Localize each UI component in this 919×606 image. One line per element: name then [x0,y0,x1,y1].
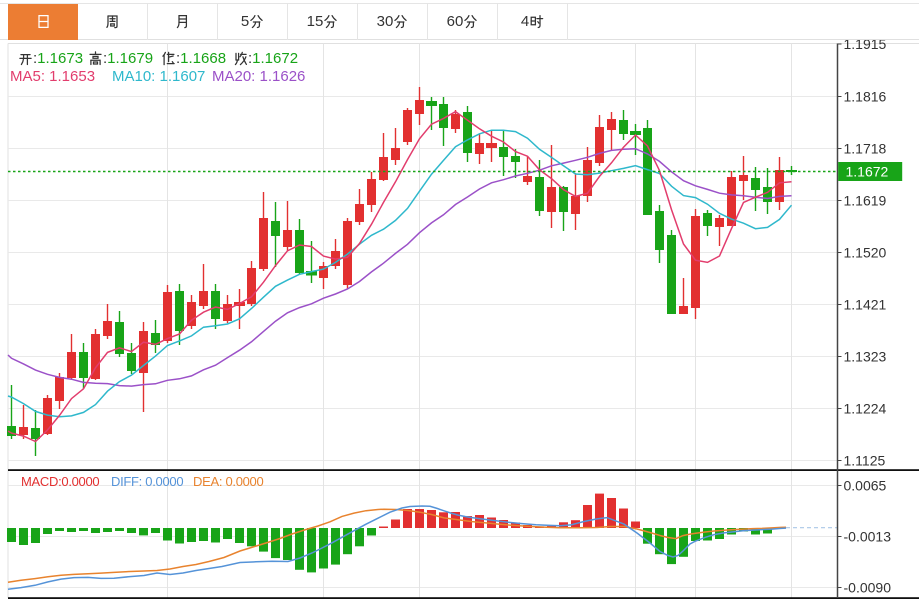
svg-text:1.1520: 1.1520 [844,245,887,261]
svg-text:1.1421: 1.1421 [844,297,887,313]
svg-text:-0.0090: -0.0090 [844,580,892,596]
svg-text:1.1672: 1.1672 [846,164,889,180]
svg-text:1.1619: 1.1619 [844,193,887,209]
svg-text:-0.0013: -0.0013 [844,529,892,545]
svg-text:1.1125: 1.1125 [844,453,886,469]
svg-text:1.1816: 1.1816 [844,89,887,105]
svg-text:1.1915: 1.1915 [844,36,887,52]
svg-text:1.1224: 1.1224 [844,401,887,417]
svg-text:1.1718: 1.1718 [844,141,887,157]
svg-text:0.0065: 0.0065 [844,478,887,494]
svg-text:1.1323: 1.1323 [844,349,887,365]
